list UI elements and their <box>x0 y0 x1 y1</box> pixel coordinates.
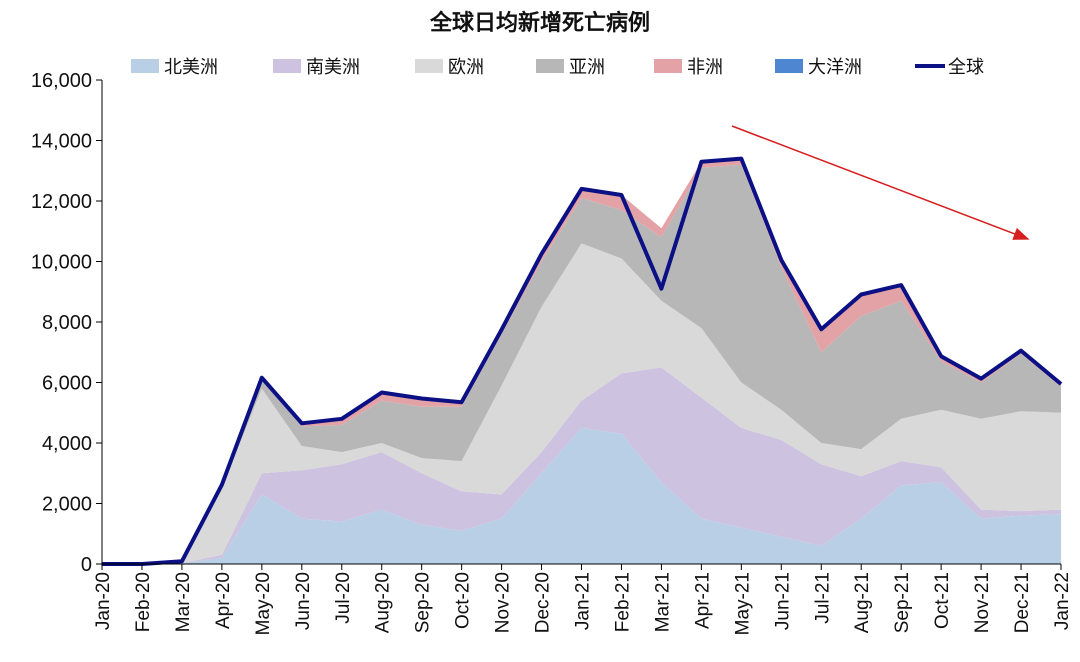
legend-label: 全球 <box>948 57 984 78</box>
legend-swatch <box>775 59 803 73</box>
chart-title: 全球日均新增死亡病例 <box>429 10 650 36</box>
y-tick-label: 12,000 <box>31 191 92 213</box>
x-tick-label: Jun-20 <box>293 572 314 630</box>
legend-label: 非洲 <box>687 57 723 78</box>
x-tick-label: Feb-20 <box>133 572 154 632</box>
y-tick-label: 2,000 <box>42 494 92 516</box>
x-tick-label: Jul-20 <box>333 572 354 624</box>
x-tick-label: Jul-21 <box>812 572 833 624</box>
legend-swatch <box>536 59 564 73</box>
x-tick-label: Jan-20 <box>93 572 114 630</box>
x-tick-label: Dec-20 <box>533 572 554 633</box>
y-tick-label: 6,000 <box>42 373 92 395</box>
x-tick-label: May-21 <box>732 572 753 635</box>
legend-label: 大洋洲 <box>808 57 862 78</box>
x-tick-label: May-20 <box>253 572 274 635</box>
x-tick-label: Jan-22 <box>1052 572 1073 630</box>
trend-arrow-line <box>731 125 1030 240</box>
legend-swatch <box>131 59 159 73</box>
x-tick-label: Aug-21 <box>852 572 873 633</box>
x-tick-label: Mar-20 <box>173 572 194 632</box>
x-tick-label: Mar-21 <box>652 572 673 632</box>
x-tick-label: Oct-21 <box>932 572 953 629</box>
x-tick-label: Aug-20 <box>373 572 394 633</box>
stacked-areas <box>102 158 1061 564</box>
x-tick-label: Oct-20 <box>453 572 474 629</box>
y-tick-label: 16,000 <box>31 70 92 92</box>
total-line <box>102 156 1063 566</box>
x-tick-label: Apr-20 <box>213 572 234 629</box>
y-tick-label: 0 <box>81 554 92 576</box>
legend-swatch <box>273 59 301 73</box>
x-tick-label: Sep-21 <box>892 572 913 633</box>
legend-swatch <box>654 59 682 73</box>
y-tick-label: 8,000 <box>42 312 92 334</box>
x-tick-label: Dec-21 <box>1012 572 1033 633</box>
legend: 北美洲 南美洲 欧洲 亚洲 非洲 大洋洲 全球 <box>131 57 984 78</box>
x-tick-label: Apr-21 <box>692 572 713 629</box>
y-tick-label: 14,000 <box>31 131 92 153</box>
legend-label: 亚洲 <box>569 57 605 78</box>
axes: 0 2,000 4,000 6,000 8,000 10,000 12,000 14,000 1… <box>31 70 1073 635</box>
x-tick-label: Jan-21 <box>573 572 594 630</box>
area-series-2 <box>102 243 1061 564</box>
area-series-1 <box>102 367 1061 564</box>
area-series-3 <box>102 164 1061 564</box>
x-tick-label: Nov-21 <box>972 572 993 633</box>
x-tick-label: Nov-20 <box>493 572 514 633</box>
legend-label: 欧洲 <box>448 57 484 78</box>
legend-label: 北美洲 <box>164 57 218 78</box>
legend-swatch <box>415 59 443 73</box>
y-tick-label: 4,000 <box>42 433 92 455</box>
total-line-group <box>102 156 1063 566</box>
area-series-0 <box>102 427 1061 564</box>
x-tick-label: Sep-20 <box>413 572 434 633</box>
y-tick-label: 10,000 <box>31 252 92 274</box>
legend-label: 南美洲 <box>306 57 360 78</box>
x-tick-label: Jun-21 <box>772 572 793 630</box>
trend-arrow <box>731 125 1030 240</box>
x-tick-label: Feb-21 <box>612 572 633 632</box>
